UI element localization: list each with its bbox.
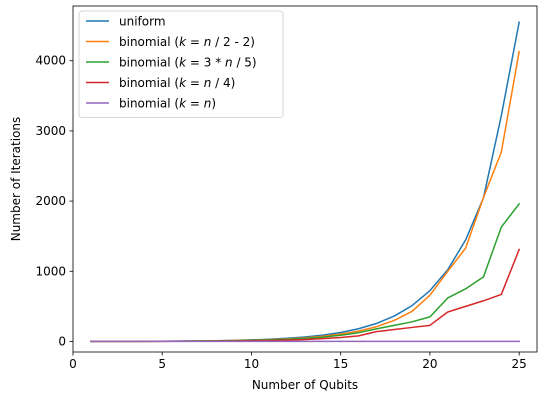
legend-label-4: binomial (k = n) (119, 97, 216, 111)
y-axis-label: Number of Iterations (9, 117, 23, 242)
y-tick-label: 4000 (35, 54, 66, 68)
legend-label-2: binomial (k = 3 * n / 5) (119, 56, 257, 70)
series-line-3 (90, 248, 521, 343)
y-tick-label: 3000 (35, 124, 66, 138)
x-tick-label: 0 (69, 357, 77, 371)
legend-label-3: binomial (k = n / 4) (119, 76, 235, 90)
chart-axes: 0 5 10 15 20 25 0 1000 2000 3000 4000 Number of Qub… (9, 5, 538, 392)
x-tick-label: 15 (333, 357, 348, 371)
series-line-2 (90, 202, 521, 343)
x-tick-label: 10 (244, 357, 259, 371)
y-tick-label: 0 (58, 334, 66, 348)
legend-box (78, 10, 284, 118)
x-tick-label: 20 (422, 357, 437, 371)
chart-legend: uniform binomial (k = n / 2 - 2) binomial … (78, 10, 284, 118)
legend-label-1: binomial (k = n / 2 - 2) (119, 35, 255, 49)
y-tick-label: 2000 (35, 194, 66, 208)
y-tick-label: 1000 (35, 264, 66, 278)
x-tick-label: 25 (512, 357, 527, 371)
x-axis-label: Number of Qubits (252, 378, 358, 392)
plot-frame (72, 5, 538, 353)
x-tick-label: 5 (158, 357, 166, 371)
chart-marks (90, 21, 521, 343)
legend-label-0: uniform (119, 15, 166, 29)
